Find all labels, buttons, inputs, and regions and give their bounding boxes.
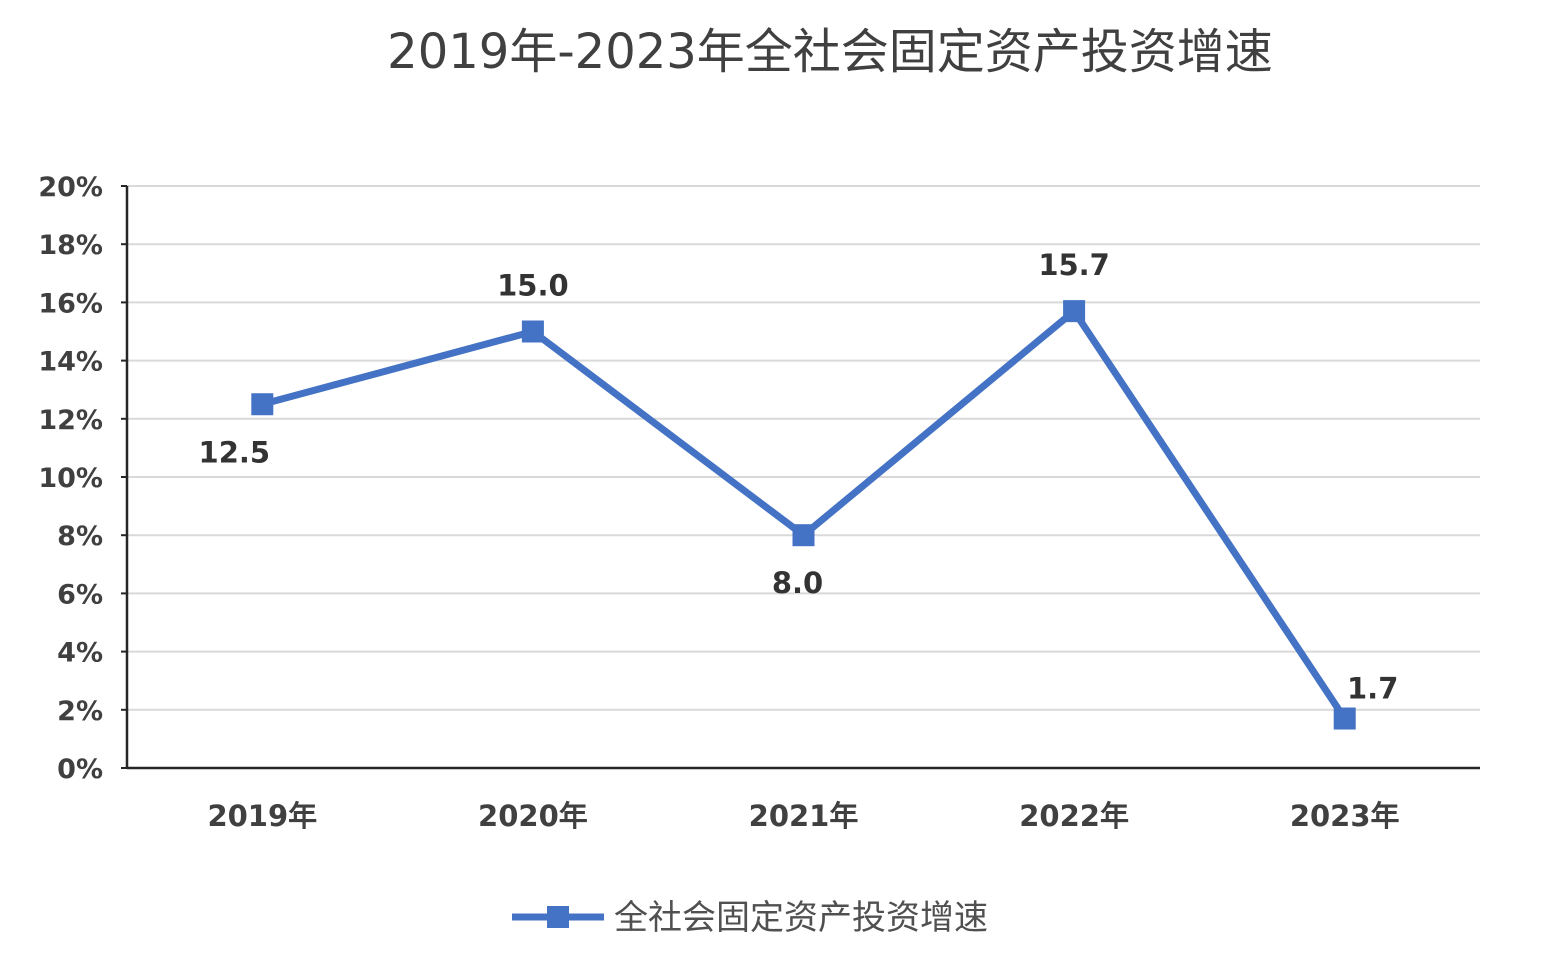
x-tick-label: 2022年 xyxy=(1019,799,1129,833)
axes xyxy=(121,185,1480,770)
y-tick-label: 0% xyxy=(57,754,103,785)
data-label: 1.7 xyxy=(1347,672,1398,706)
y-tick-label: 14% xyxy=(38,347,103,378)
data-point-marker xyxy=(1333,707,1356,730)
data-point-marker xyxy=(251,393,274,416)
x-tick-label: 2023年 xyxy=(1290,799,1400,833)
data-point-marker xyxy=(1063,300,1086,323)
legend: 全社会固定资产投资增速 xyxy=(512,898,988,938)
data-point-marker xyxy=(521,320,544,343)
series-line xyxy=(258,307,1349,723)
legend-marker-swatch xyxy=(547,906,569,928)
data-label: 15.7 xyxy=(1038,248,1110,282)
x-tick-label: 2019年 xyxy=(207,799,317,833)
y-tick-label: 4% xyxy=(57,638,103,669)
data-label: 15.0 xyxy=(497,269,569,303)
x-axis-ticks: 2019年 2020年 2021年 2022年 2023年 xyxy=(207,799,1399,833)
y-tick-label: 2% xyxy=(57,696,103,727)
y-tick-label: 18% xyxy=(38,230,103,261)
y-tick-label: 20% xyxy=(38,172,103,203)
x-tick-label: 2020年 xyxy=(478,799,588,833)
gridlines xyxy=(127,185,1480,711)
data-point-marker xyxy=(792,524,815,547)
chart-title: 2019年-2023年全社会固定资产投资增速 xyxy=(387,24,1273,80)
y-tick-label: 6% xyxy=(57,579,103,610)
x-tick-label: 2021年 xyxy=(749,799,859,833)
series-group xyxy=(251,300,1356,730)
legend-label: 全社会固定资产投资增速 xyxy=(614,898,988,938)
data-label: 12.5 xyxy=(199,435,271,469)
y-tick-label: 16% xyxy=(38,288,103,319)
y-axis-ticks: 0% 2% 4% 6% 8% 10% 12% 14% 16% 18% 20% xyxy=(38,172,103,785)
data-labels: 12.5 15.0 8.0 15.7 1.7 xyxy=(199,248,1399,705)
y-tick-label: 8% xyxy=(57,521,103,552)
y-tick-label: 12% xyxy=(38,405,103,436)
y-tick-label: 10% xyxy=(38,463,103,494)
data-label: 8.0 xyxy=(772,566,823,600)
